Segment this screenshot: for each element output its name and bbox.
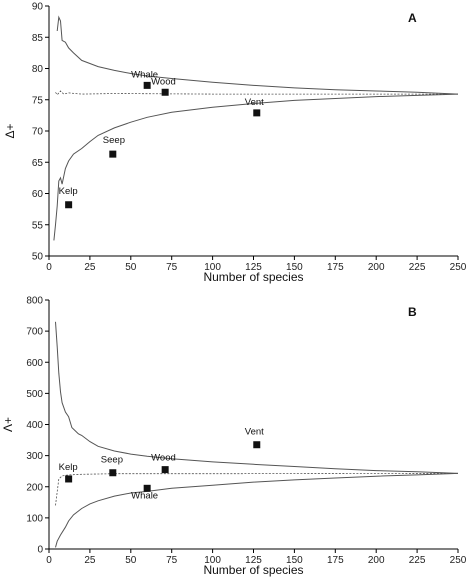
y-tick-label: 400 bbox=[26, 420, 43, 431]
y-tick-label: 90 bbox=[32, 2, 44, 13]
data-point-kelp bbox=[65, 201, 73, 209]
point-label-wood: Wood bbox=[151, 76, 176, 87]
y-tick-label: 100 bbox=[26, 513, 43, 524]
data-point-wood bbox=[161, 466, 169, 474]
lower-limit-line bbox=[53, 93, 459, 241]
mean-line bbox=[55, 473, 459, 506]
x-tick-label: 0 bbox=[46, 555, 52, 566]
data-point-kelp bbox=[65, 475, 73, 483]
y-tick-label: 65 bbox=[32, 158, 44, 169]
x-tick-label: 125 bbox=[245, 262, 262, 273]
y-tick-label: 55 bbox=[32, 220, 44, 231]
point-label-seep: Seep bbox=[103, 135, 125, 146]
y-tick-label: 60 bbox=[32, 189, 44, 200]
y-tick-label: 85 bbox=[32, 33, 44, 44]
y-tick-label: 800 bbox=[26, 296, 43, 307]
x-tick-label: 50 bbox=[125, 555, 137, 566]
x-tick-label: 25 bbox=[84, 555, 96, 566]
x-tick-label: 200 bbox=[368, 555, 385, 566]
point-label-kelp: Kelp bbox=[59, 186, 78, 197]
x-tick-label: 100 bbox=[204, 555, 221, 566]
data-point-seep bbox=[109, 469, 117, 477]
x-tick-label: 150 bbox=[286, 262, 303, 273]
y-tick-label: 75 bbox=[32, 95, 44, 106]
data-point-wood bbox=[161, 88, 169, 96]
x-tick-label: 175 bbox=[327, 555, 344, 566]
data-point-whale bbox=[143, 81, 151, 89]
point-label-wood: Wood bbox=[151, 453, 176, 464]
y-axis-title: Δ+ bbox=[3, 123, 17, 138]
y-tick-label: 200 bbox=[26, 482, 43, 493]
y-tick-label: 600 bbox=[26, 358, 43, 369]
upper-limit-line bbox=[55, 321, 459, 474]
x-tick-label: 150 bbox=[286, 555, 303, 566]
panel-letter: B bbox=[408, 305, 417, 319]
point-label-whale: Whale bbox=[131, 69, 158, 80]
x-tick-label: 25 bbox=[84, 262, 96, 273]
y-tick-label: 0 bbox=[37, 545, 43, 556]
x-tick-label: 225 bbox=[409, 555, 426, 566]
y-tick-label: 500 bbox=[26, 389, 43, 400]
x-tick-label: 250 bbox=[450, 262, 467, 273]
panel-b: 0 25 50 75 100 125 150 175 200 225 250 0 100 200 300 40… bbox=[1, 296, 467, 578]
x-tick-label: 75 bbox=[166, 555, 178, 566]
x-tick-label: 50 bbox=[125, 262, 137, 273]
x-tick-label: 125 bbox=[245, 555, 262, 566]
x-tick-label: 100 bbox=[204, 262, 221, 273]
lower-limit-line bbox=[55, 472, 459, 548]
x-tick-label: 250 bbox=[450, 555, 467, 566]
x-axis-title: Number of species bbox=[203, 563, 303, 577]
y-tick-label: 70 bbox=[32, 127, 44, 138]
data-point-seep bbox=[109, 150, 117, 158]
x-tick-label: 200 bbox=[368, 262, 385, 273]
x-tick-label: 225 bbox=[409, 262, 426, 273]
x-axis-title: Number of species bbox=[203, 270, 303, 284]
data-point-vent bbox=[253, 109, 261, 117]
x-tick-label: 0 bbox=[46, 262, 52, 273]
y-tick-label: 50 bbox=[32, 252, 44, 263]
point-label-vent: Vent bbox=[245, 97, 264, 108]
point-label-seep: Seep bbox=[101, 455, 123, 466]
x-tick-label: 75 bbox=[166, 262, 178, 273]
point-label-vent: Vent bbox=[245, 427, 264, 438]
x-tick-label: 175 bbox=[327, 262, 344, 273]
point-label-whale: Whale bbox=[131, 490, 158, 501]
data-point-whale bbox=[143, 484, 151, 492]
y-tick-label: 300 bbox=[26, 451, 43, 462]
mean-line bbox=[55, 90, 458, 96]
y-axis-title: Λ+ bbox=[1, 417, 15, 432]
point-label-kelp: Kelp bbox=[59, 462, 78, 473]
panel-letter: A bbox=[408, 11, 417, 25]
y-tick-label: 700 bbox=[26, 327, 43, 338]
y-tick-label: 80 bbox=[32, 64, 44, 75]
panel-a: 0 25 50 75 100 125 150 175 200 225 250 50 55 60 65 70 75… bbox=[3, 2, 467, 285]
upper-limit-line bbox=[56, 15, 459, 95]
data-point-vent bbox=[253, 441, 261, 449]
